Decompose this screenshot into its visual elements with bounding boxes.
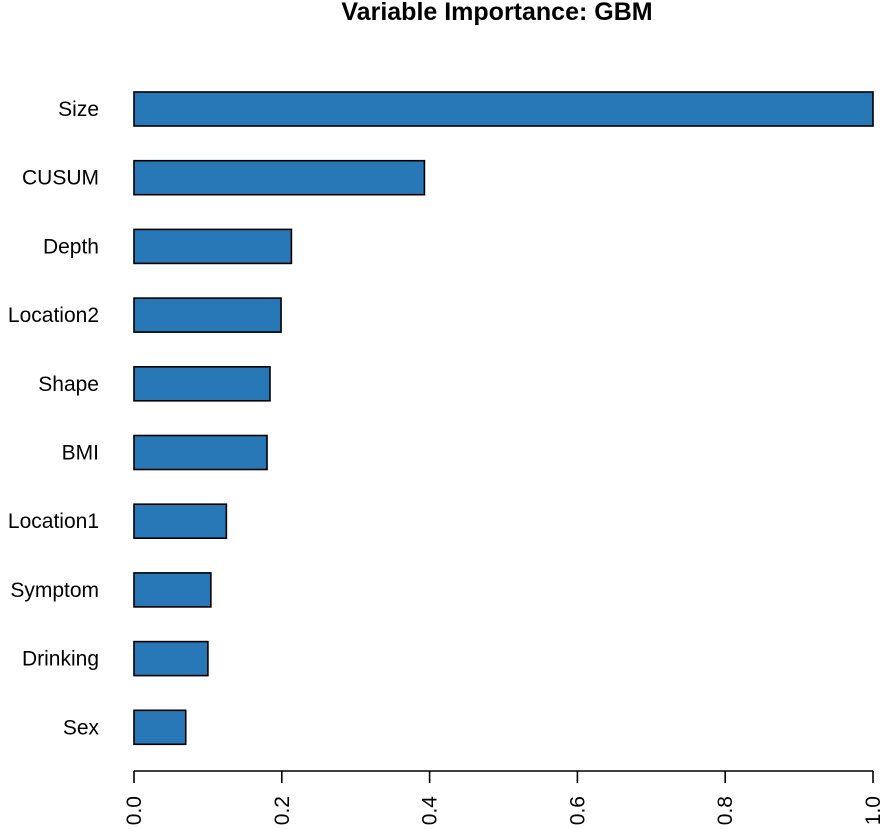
chart-title: Variable Importance: GBM [341, 0, 652, 26]
bar-sex [133, 709, 187, 746]
x-tick-label: 0.4 [419, 796, 442, 826]
x-tick-label: 0.6 [566, 796, 589, 825]
category-label-symptom: Symptom [10, 579, 99, 602]
bar-symptom [133, 572, 212, 608]
bar-depth [133, 228, 293, 265]
x-tick-label: 0.8 [714, 796, 737, 825]
bar-cusum [133, 159, 426, 196]
bar-location1 [133, 503, 228, 540]
category-label-location2: Location2 [8, 304, 99, 327]
bar-shape [133, 365, 271, 402]
category-label-bmi: BMI [62, 442, 99, 465]
category-label-shape: Shape [38, 373, 99, 396]
bar-location2 [133, 297, 282, 333]
bar-size [133, 91, 874, 127]
category-label-depth: Depth [43, 235, 99, 258]
category-label-size: Size [58, 98, 99, 121]
category-label-drinking: Drinking [22, 648, 99, 671]
category-labels-group: Size CUSUM Depth Location2 Shape BMI Location1… [8, 98, 100, 739]
bar-bmi [133, 434, 268, 471]
bar-drinking [133, 640, 209, 677]
x-tick-label: 1.0 [862, 796, 885, 825]
category-label-cusum: CUSUM [22, 167, 99, 190]
bars-group [133, 91, 874, 746]
category-label-location1: Location1 [8, 510, 99, 533]
category-label-sex: Sex [63, 716, 100, 739]
x-axis: 0.0 0.2 0.4 0.6 0.8 1.0 [123, 770, 885, 826]
x-tick-label: 0.2 [271, 796, 294, 825]
x-tick-label: 0.0 [123, 796, 146, 825]
